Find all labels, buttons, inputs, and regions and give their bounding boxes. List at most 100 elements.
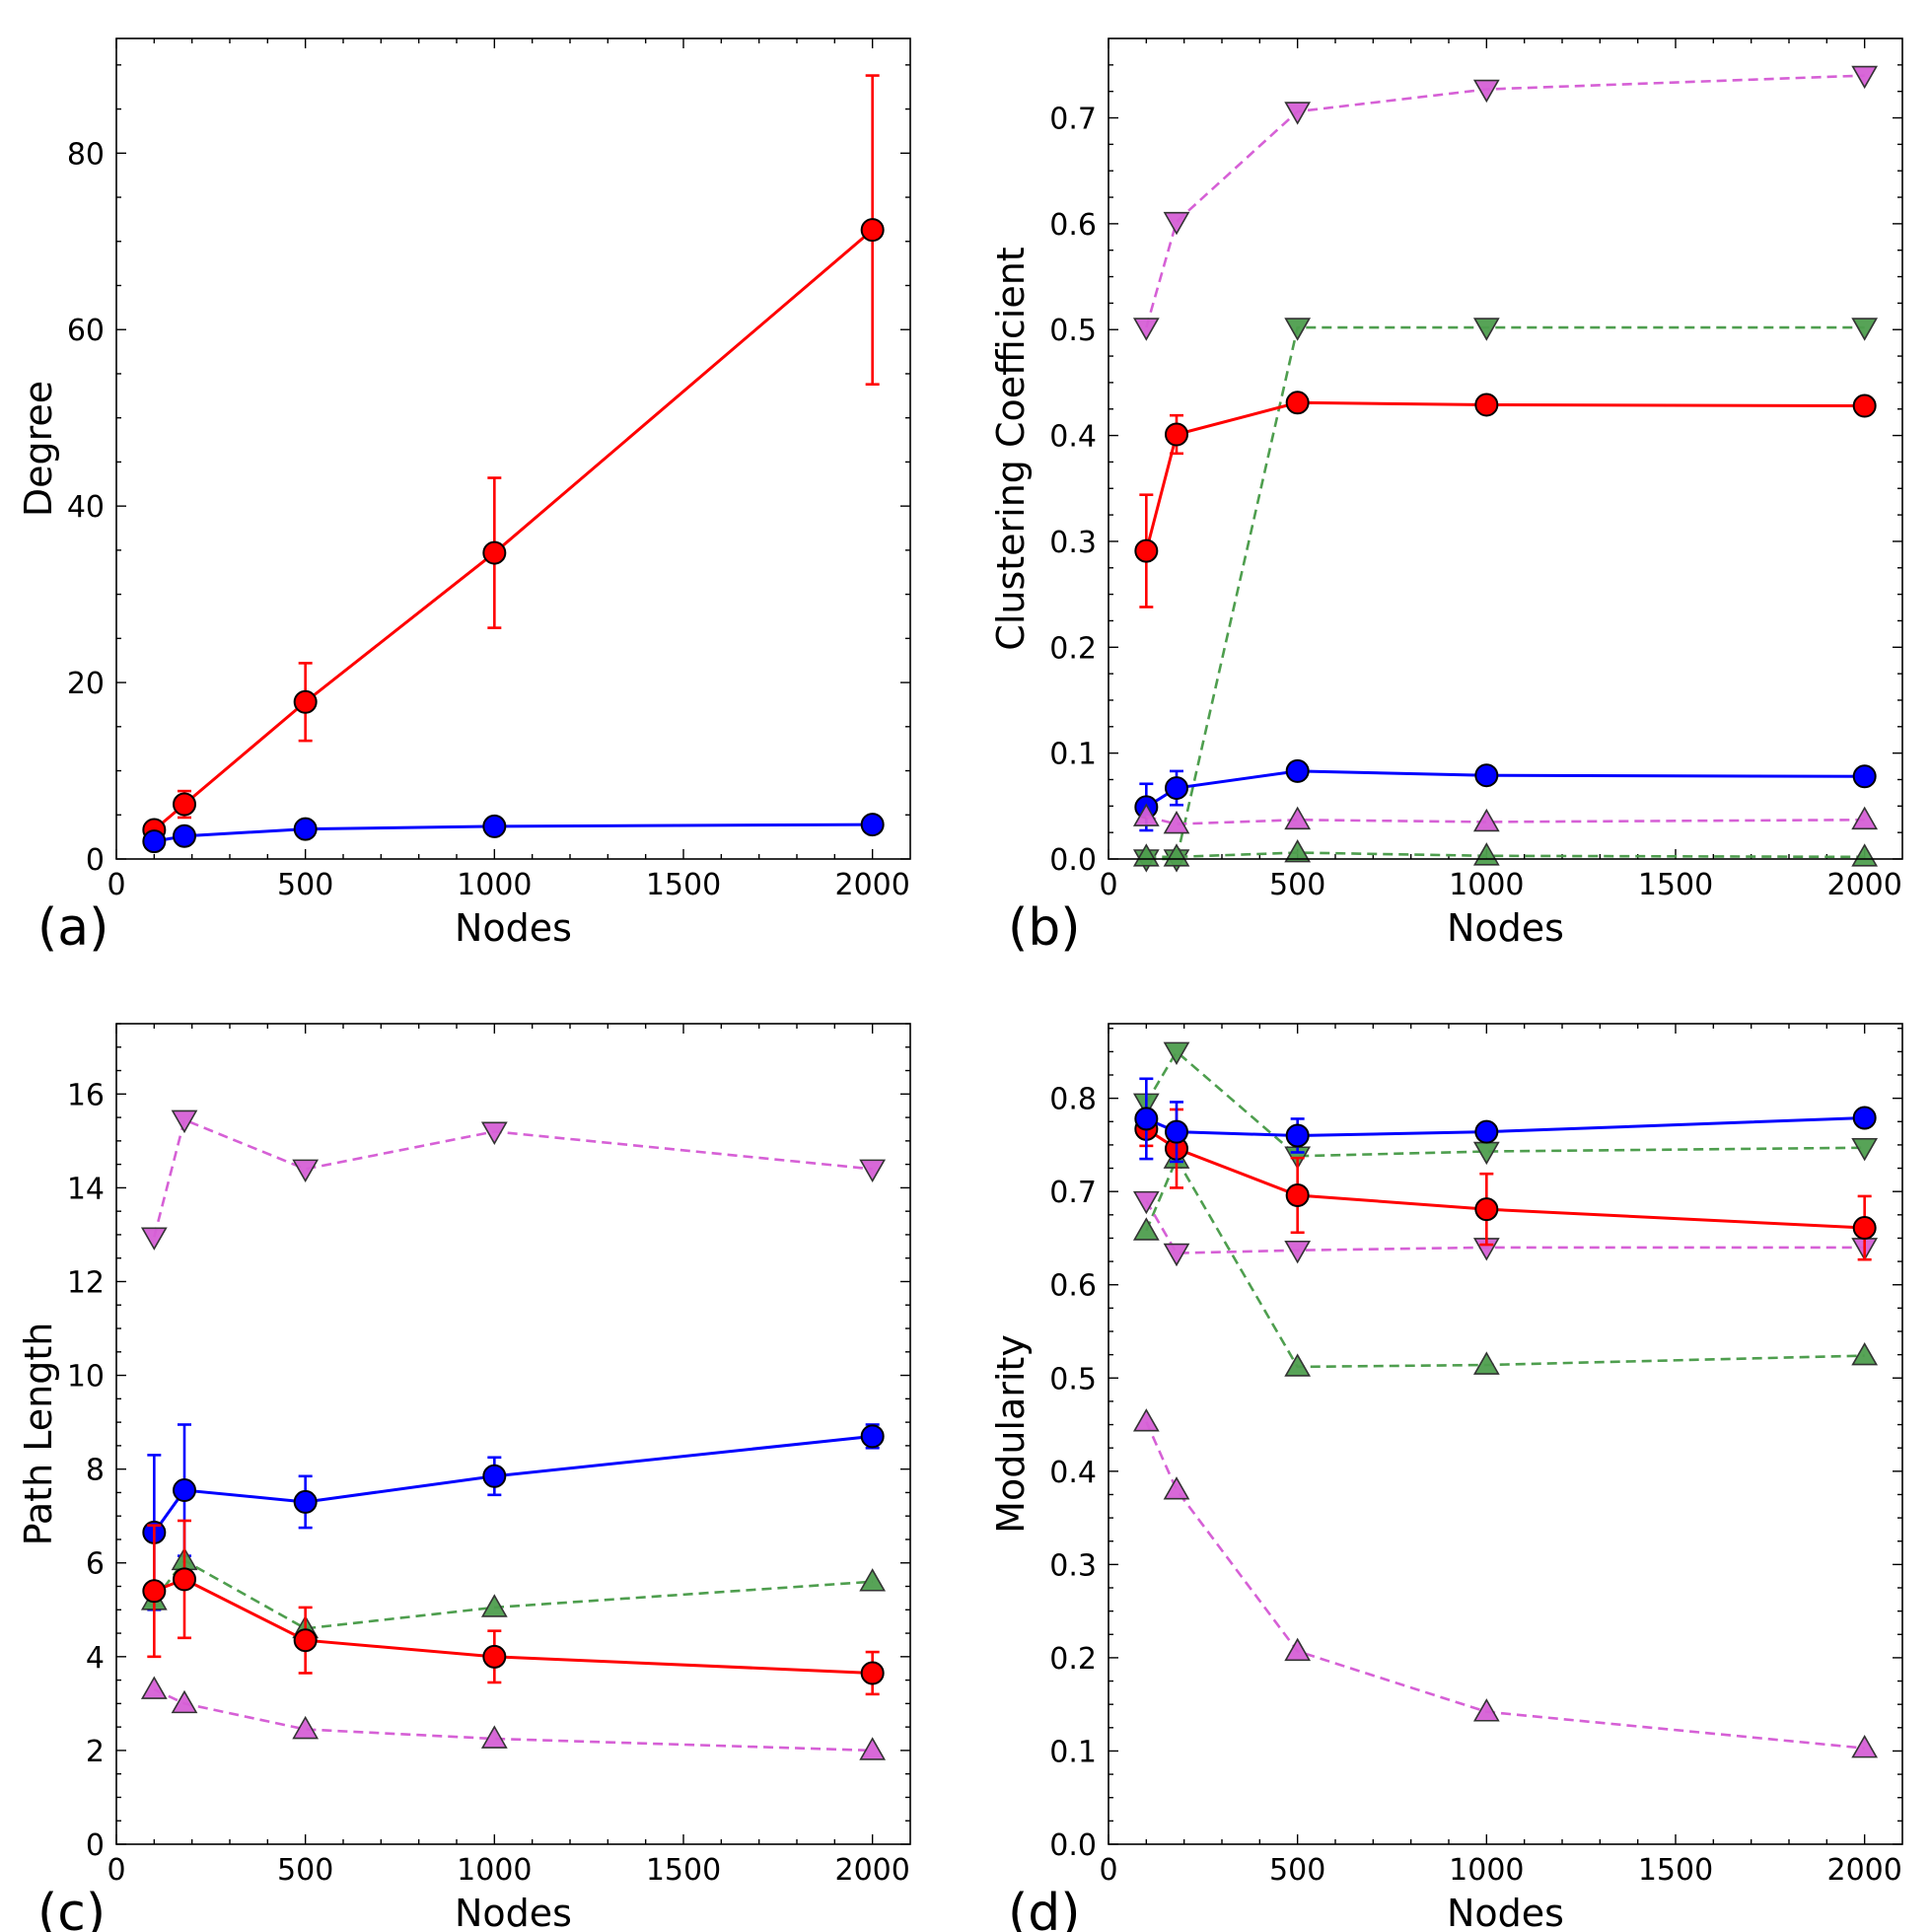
data-point [482,1644,507,1669]
series-line [154,823,873,843]
x-tick-label: 500 [1269,868,1325,902]
series-line [1145,74,1865,328]
panel-d: 0 500 1000 1500 2000 0.0 0.1 0.2 0.3 0.4 0.5 0.6 0.7… [989,1023,1903,1932]
series-line [153,1687,873,1753]
data-point [293,817,318,841]
data-point [1851,1341,1879,1366]
plot-frame [115,1023,911,1845]
series [1134,391,1877,608]
y-tick-label: 60 [67,314,105,348]
data-point [1474,393,1499,417]
y-tick-label: 0.8 [1049,1083,1097,1117]
series [1132,1408,1879,1758]
data-point [1132,1217,1160,1241]
y-tick-label: 4 [86,1641,105,1676]
x-tick-label: 2000 [834,868,909,902]
series [140,1109,887,1251]
data-point [860,1424,885,1449]
x-tick-label: 0 [107,1853,125,1888]
data-point [1852,394,1877,418]
data-point [1472,79,1500,104]
x-axis-title: Nodes [1447,906,1564,950]
data-point [293,1489,318,1514]
y-axis-title: Path Length [17,1323,60,1546]
x-tick-label: 0 [1099,1853,1117,1888]
series-line [1145,1127,1865,1230]
series-line [153,1577,873,1675]
x-tick-label: 2000 [1826,1853,1901,1888]
series-line [1145,1199,1865,1254]
x-tick-label: 1500 [646,868,721,902]
series [140,1676,887,1760]
data-point [1472,1698,1500,1722]
x-tick-label: 1000 [1449,868,1524,902]
y-tick-label: 0 [86,843,105,878]
data-point [482,1464,507,1488]
data-point [292,1715,320,1740]
x-tick-label: 1500 [646,1853,721,1888]
data-point [1852,764,1877,789]
data-point [1285,391,1310,415]
series-line [1145,1421,1865,1750]
data-point [1163,1476,1190,1500]
data-point [1163,1243,1190,1267]
series [1132,803,1879,834]
data-point [1284,1240,1312,1264]
x-tick-label: 1000 [1449,1853,1524,1888]
data-point [1474,763,1499,788]
data-point [1851,806,1879,830]
x-axis-title: Nodes [455,906,572,950]
y-tick-label: 0.3 [1049,1548,1097,1583]
data-point [860,813,885,837]
panel-label: (d) [1008,1884,1081,1932]
x-tick-label: 1000 [457,1853,532,1888]
data-point [1851,65,1879,90]
plot-frame [1108,37,1903,860]
data-point [171,1109,198,1134]
y-tick-label: 8 [86,1454,105,1488]
series-line [153,228,874,831]
y-tick-label: 0.1 [1049,738,1097,772]
data-point [142,1579,167,1604]
y-tick-label: 0.5 [1049,1362,1097,1396]
data-point [1474,1119,1499,1144]
x-tick-label: 1500 [1638,868,1713,902]
panel-c: 0 500 1000 1500 2000 0 2 4 6 8 10 12 14 16 Nodes Path L… [17,1023,911,1932]
data-point [1163,843,1190,867]
y-axis-title: Degree [17,381,60,517]
plot-frame [115,37,911,860]
x-tick-label: 0 [1099,868,1117,902]
data-point [140,1227,168,1251]
x-tick-label: 2000 [834,1853,909,1888]
x-axis-title: Nodes [455,1892,572,1932]
series-line [153,1117,873,1238]
y-axis-title: Modularity [989,1334,1033,1534]
data-point [480,1725,508,1749]
y-tick-label: 80 [67,137,105,172]
data-point [1163,810,1190,834]
y-tick-label: 0.7 [1049,103,1097,137]
data-point [1852,1106,1877,1130]
series [142,1519,885,1696]
data-point [142,829,167,854]
data-point [859,1568,887,1592]
data-point [860,218,885,243]
series [1134,1077,1877,1164]
data-point [140,1676,168,1699]
data-point [173,1567,196,1592]
series [142,74,885,842]
data-point [859,1159,887,1182]
series-line [1146,851,1865,859]
data-point [480,1594,508,1617]
series [1132,838,1879,867]
series [140,1546,887,1639]
y-tick-label: 40 [67,490,105,525]
data-point [1163,1041,1190,1065]
panel-label: (a) [37,898,108,958]
series [142,813,885,854]
y-tick-label: 0.4 [1049,420,1097,455]
panel-label: (c) [37,1884,106,1932]
data-point [1284,1353,1312,1377]
y-tick-label: 0.6 [1049,208,1097,243]
